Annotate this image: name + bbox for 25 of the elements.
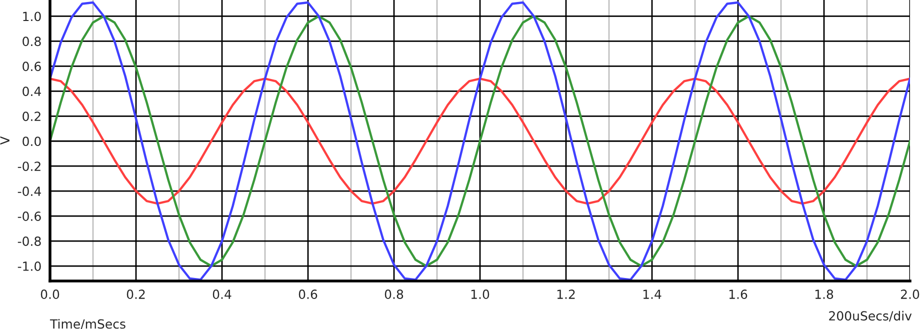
y-axis-title: V: [0, 136, 10, 145]
text: 200uSecs/div: [829, 310, 912, 322]
x-tick-label: 1.2: [557, 290, 575, 299]
y-tick-label: 1.0: [23, 12, 41, 22]
x-tick-label: 0.0: [40, 290, 60, 300]
x-tick-label: 1.6: [729, 290, 748, 300]
x-tick-label: 0.4: [212, 290, 232, 300]
y-tick-label: 0.0: [22, 136, 41, 146]
y-tick-label: 0.6: [22, 62, 41, 72]
y-tick-label: -0.6: [18, 212, 41, 221]
x-tick-label: 0.6: [298, 290, 318, 300]
x-tick-label: 1.0: [471, 290, 490, 300]
y-tick-label: -0.2: [18, 162, 40, 172]
y-tick-label: 0.2: [22, 112, 40, 122]
x-tick-label: 1.8: [815, 290, 834, 300]
y-tick-label: -0.8: [18, 236, 41, 246]
x-tick-label: 0.8: [384, 290, 404, 300]
y-tick-label: 0.4: [22, 86, 41, 96]
y-tick-label: 0.8: [22, 36, 41, 46]
x-tick-label: 2.0: [900, 290, 920, 300]
x-tick-label: 1.4: [643, 290, 662, 299]
y-tick-label: -0.4: [18, 186, 41, 196]
x-tick-label: 0.2: [126, 290, 145, 300]
y-tick-label: -1.0: [18, 261, 41, 271]
line-series: [50, 78, 910, 205]
